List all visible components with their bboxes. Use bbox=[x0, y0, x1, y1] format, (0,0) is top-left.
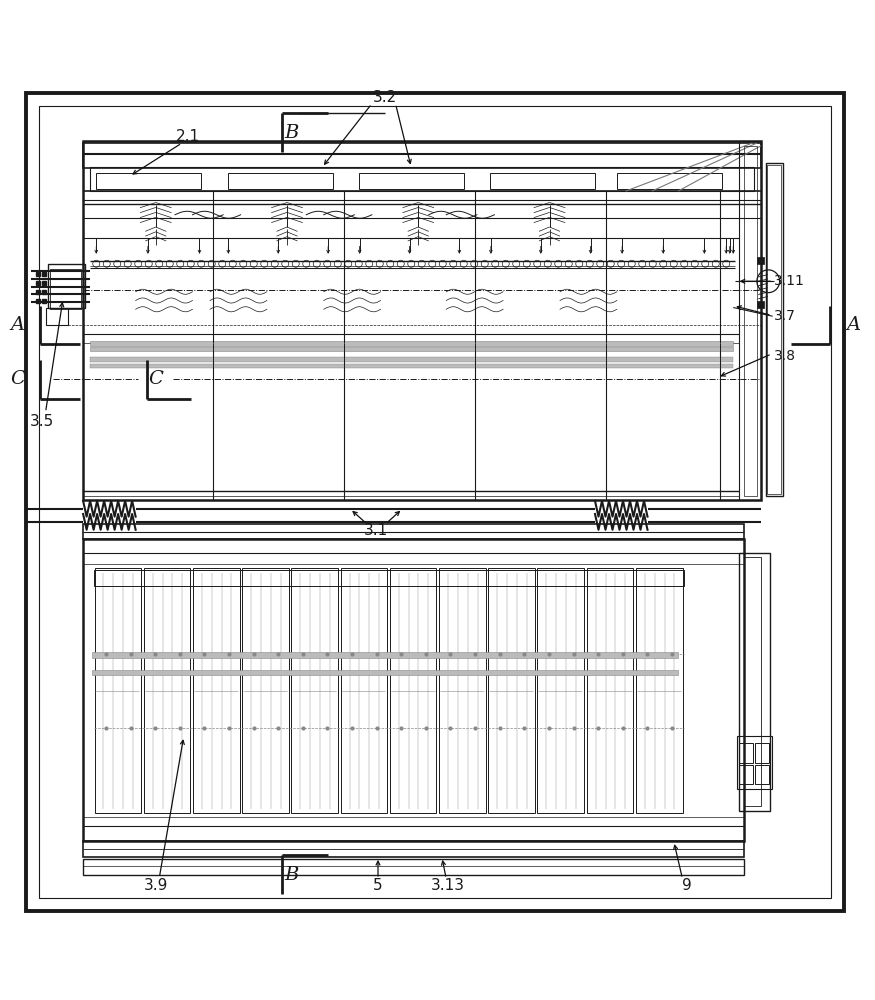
Bar bbox=[228, 173, 332, 188]
Text: 3.2: 3.2 bbox=[373, 90, 397, 105]
Bar bbox=[739, 765, 753, 784]
Text: 3.7: 3.7 bbox=[774, 309, 796, 323]
Text: 9: 9 bbox=[682, 878, 692, 892]
Bar bbox=[340, 568, 388, 813]
Bar bbox=[90, 167, 754, 191]
Bar bbox=[94, 568, 141, 813]
Bar bbox=[390, 568, 437, 813]
Bar bbox=[193, 568, 240, 813]
Bar bbox=[739, 743, 753, 762]
Bar bbox=[757, 257, 764, 264]
Bar bbox=[92, 670, 678, 675]
Bar bbox=[739, 141, 761, 500]
Text: 3.11: 3.11 bbox=[774, 274, 805, 288]
Bar bbox=[90, 347, 733, 351]
Bar bbox=[755, 765, 769, 784]
Bar bbox=[83, 143, 761, 167]
Bar bbox=[83, 859, 744, 874]
Bar bbox=[90, 364, 733, 368]
Text: A: A bbox=[846, 316, 860, 334]
Text: 3.8: 3.8 bbox=[774, 349, 796, 363]
Bar bbox=[144, 568, 191, 813]
Bar bbox=[83, 524, 744, 539]
Bar bbox=[755, 743, 769, 762]
Text: A: A bbox=[10, 316, 24, 334]
Bar bbox=[83, 539, 744, 841]
Text: 2.1: 2.1 bbox=[176, 129, 200, 144]
Text: C: C bbox=[149, 370, 164, 388]
Bar bbox=[48, 264, 85, 308]
Bar bbox=[744, 557, 761, 806]
Bar bbox=[737, 736, 772, 789]
Text: C: C bbox=[10, 370, 24, 388]
Bar bbox=[767, 165, 781, 494]
Text: 3.1: 3.1 bbox=[364, 523, 388, 538]
Bar bbox=[50, 269, 81, 309]
Bar bbox=[359, 173, 464, 188]
Text: B: B bbox=[284, 123, 298, 141]
Bar bbox=[739, 552, 770, 811]
Text: 3.5: 3.5 bbox=[30, 414, 54, 429]
Text: 5: 5 bbox=[374, 878, 383, 892]
Bar bbox=[439, 568, 486, 813]
Bar bbox=[90, 357, 733, 362]
Bar bbox=[291, 568, 338, 813]
Bar bbox=[83, 141, 761, 500]
Bar bbox=[636, 568, 682, 813]
Bar bbox=[587, 568, 634, 813]
Bar bbox=[766, 163, 783, 496]
Bar bbox=[537, 568, 584, 813]
Bar bbox=[242, 568, 289, 813]
Bar bbox=[46, 308, 68, 325]
Bar bbox=[83, 841, 744, 857]
Bar bbox=[90, 341, 733, 346]
Bar bbox=[744, 146, 757, 496]
Bar bbox=[757, 300, 764, 308]
Text: 3.13: 3.13 bbox=[431, 878, 465, 892]
Bar bbox=[617, 173, 722, 188]
Bar bbox=[94, 570, 684, 586]
Text: 3.9: 3.9 bbox=[144, 878, 168, 892]
Bar bbox=[96, 173, 201, 188]
Text: B: B bbox=[284, 865, 298, 884]
Bar bbox=[92, 652, 678, 658]
Bar bbox=[490, 173, 595, 188]
Bar bbox=[488, 568, 535, 813]
